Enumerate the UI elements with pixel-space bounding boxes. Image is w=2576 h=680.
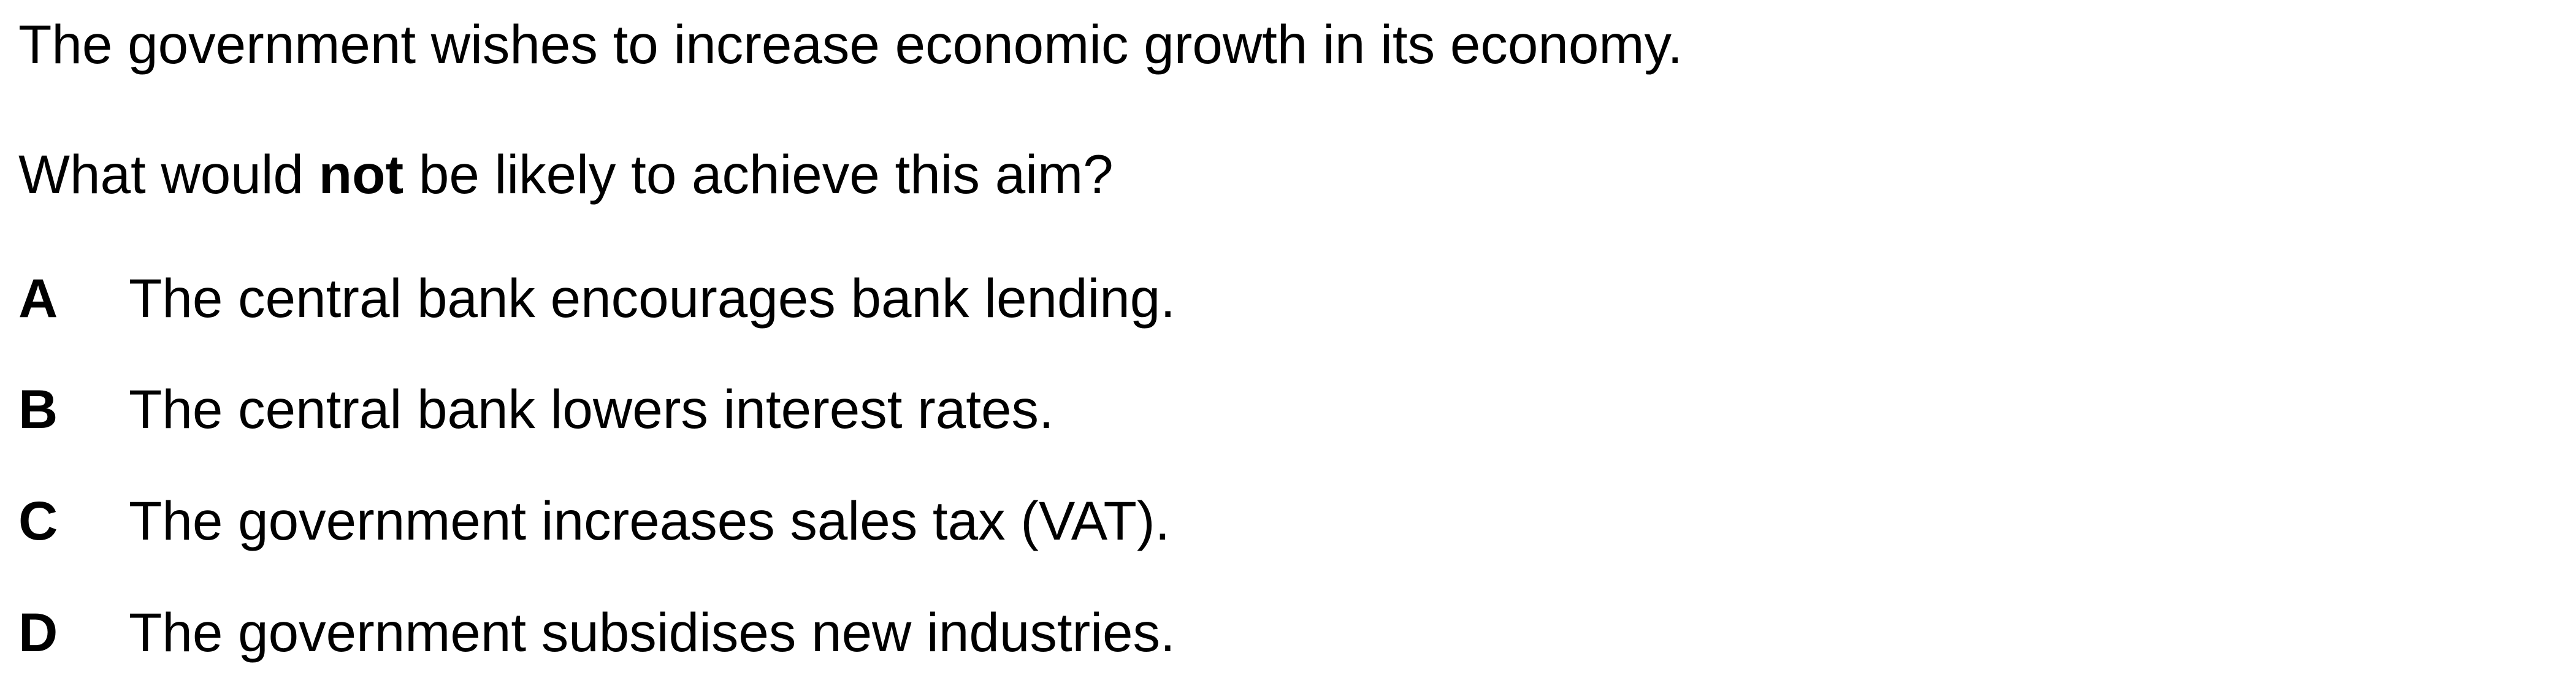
option-letter-a: A	[18, 267, 58, 329]
option-text-b: The central bank lowers interest rates.	[129, 378, 1054, 440]
option-letter-c: C	[18, 490, 58, 551]
prompt-emphasis: not	[318, 143, 404, 205]
prompt-text-after: be likely to achieve this aim?	[403, 143, 1114, 205]
stem-text: The government wishes to increase econom…	[18, 13, 1683, 75]
prompt-text-before: What would	[18, 143, 319, 205]
option-letter-b: B	[18, 378, 58, 440]
option-text-c: The government increases sales tax (VAT)…	[129, 490, 1171, 551]
option-text-a: The central bank encourages bank lending…	[129, 267, 1175, 329]
question-stem: The government wishes to increase econom…	[18, 17, 1683, 72]
question-prompt: What would not be likely to achieve this…	[18, 147, 1114, 202]
option-text-d: The government subsidises new industries…	[129, 602, 1175, 663]
option-letter-d: D	[18, 602, 58, 663]
